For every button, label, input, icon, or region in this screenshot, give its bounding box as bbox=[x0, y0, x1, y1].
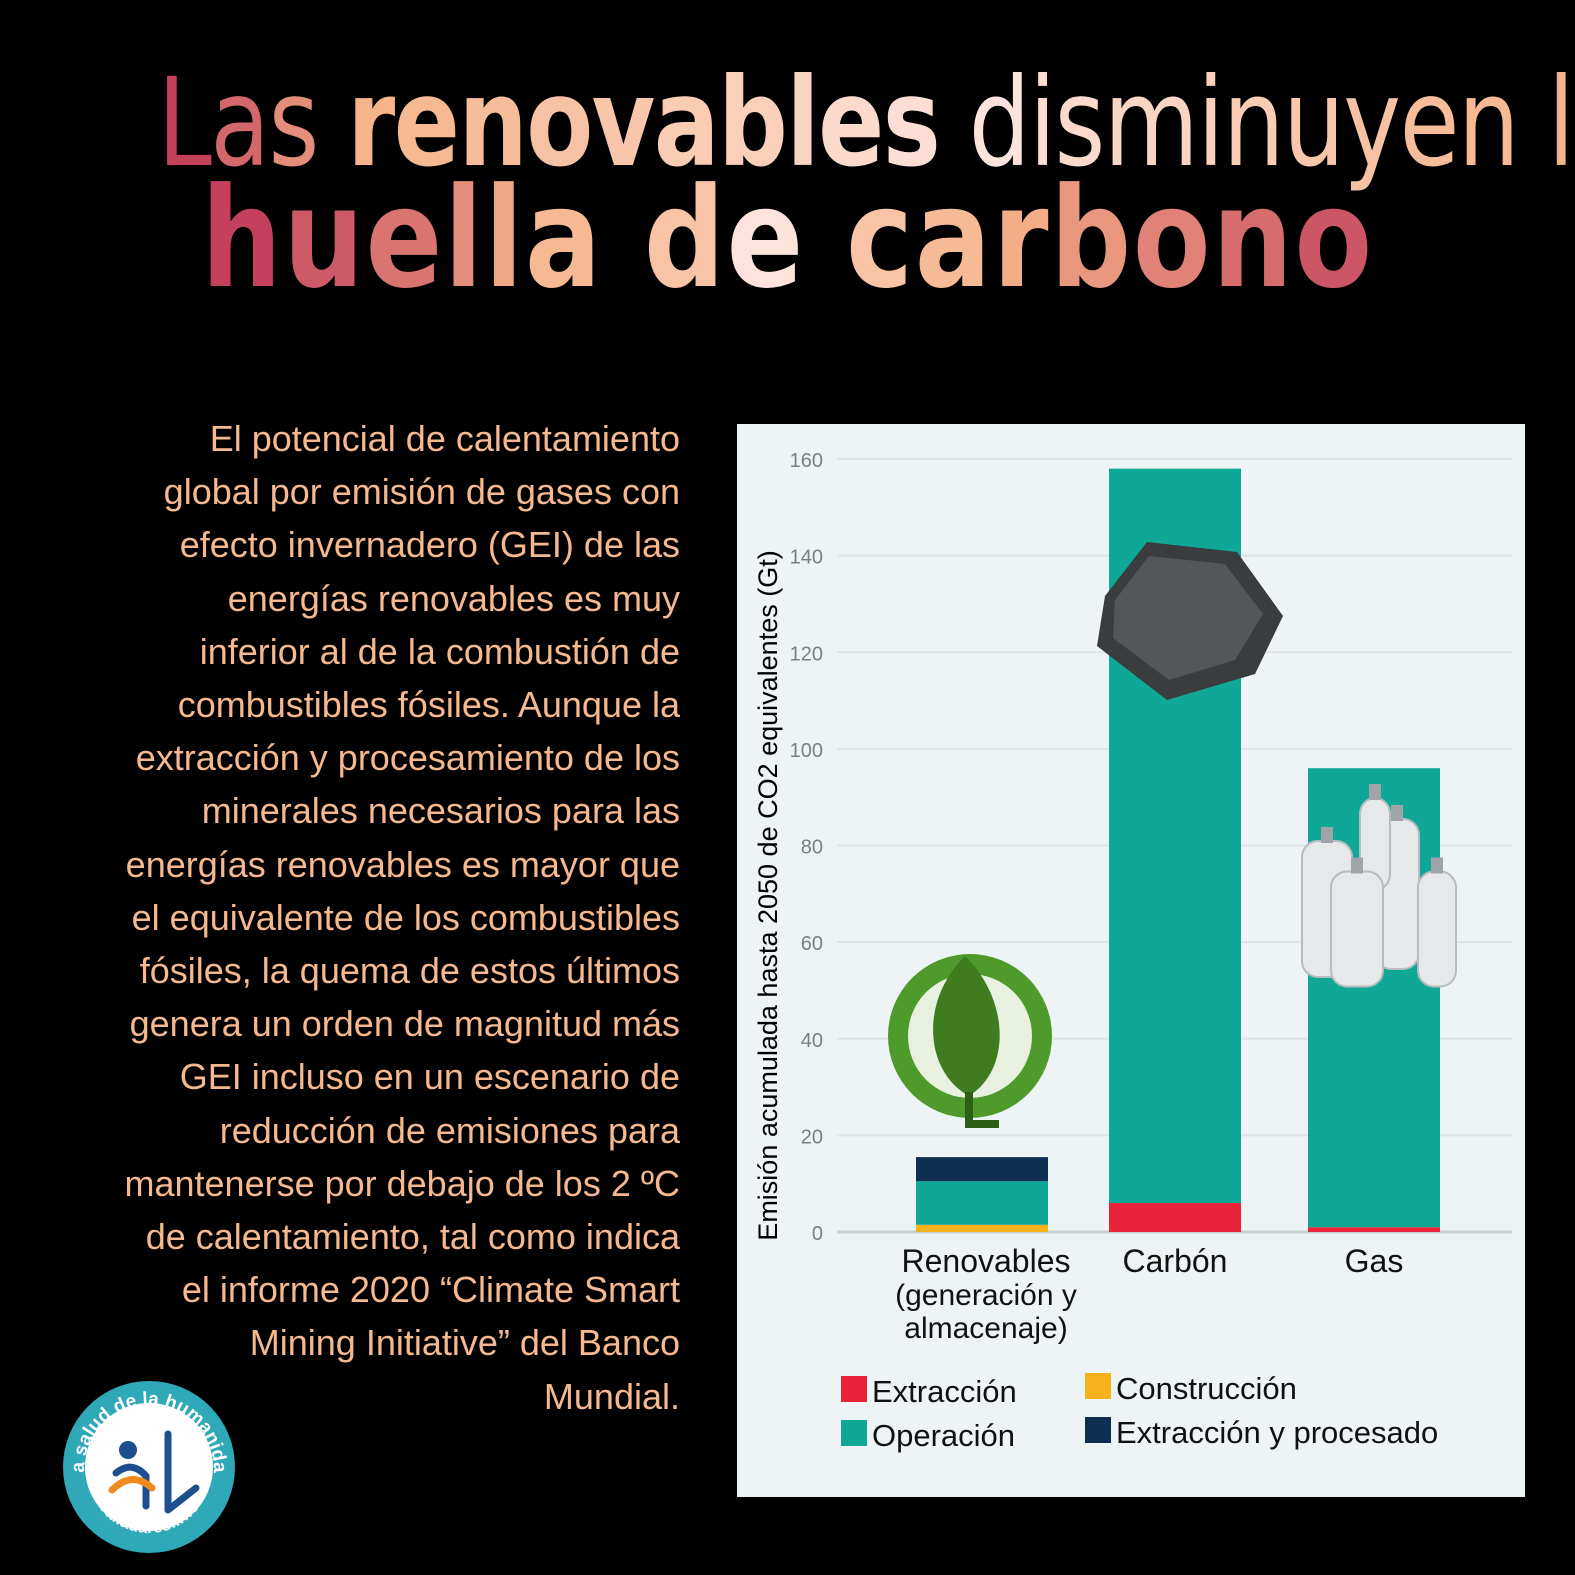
body-line: Mining Initiative” del Banco bbox=[249, 1322, 680, 1364]
title-line-2: huella de carbono bbox=[142, 170, 1434, 308]
body-line: energías renovables es mayor que bbox=[125, 843, 680, 885]
title-word: carbono bbox=[846, 158, 1374, 319]
legend-label: Extracción bbox=[872, 1374, 1017, 1409]
stacked-bar-chart: 0 20 40 60 80 100 120 140 160 Emisión acumulada h… bbox=[753, 450, 1512, 1453]
x-category-label: Carbón bbox=[1123, 1243, 1228, 1279]
gas-valve-icon bbox=[1391, 805, 1403, 821]
bar-segment bbox=[916, 1157, 1048, 1182]
body-line: el informe 2020 “Climate Smart bbox=[181, 1269, 680, 1311]
body-line: inferior al de la combustión de bbox=[199, 630, 680, 672]
logo-figure-head bbox=[119, 1441, 137, 1459]
gas-valve-icon bbox=[1321, 827, 1333, 843]
gas-cylinder-icon bbox=[1417, 870, 1457, 988]
leaf-icon bbox=[933, 956, 1000, 1096]
y-tick-label: 120 bbox=[790, 643, 823, 665]
x-category-label: Renovables bbox=[902, 1243, 1071, 1279]
body-line: minerales necesarios para las bbox=[201, 790, 680, 832]
body-paragraph: El potencial de calentamiento global por … bbox=[40, 412, 681, 1423]
body-line: de calentamiento, tal como indica bbox=[145, 1216, 680, 1258]
bar-segment bbox=[1308, 1227, 1440, 1232]
chart-panel: 0 20 40 60 80 100 120 140 160 Emisión acumulada h… bbox=[737, 424, 1525, 1497]
body-line: el equivalente de los combustibles bbox=[131, 896, 680, 938]
body-line: global por emisión de gases con bbox=[163, 471, 680, 513]
body-line: Mundial. bbox=[543, 1375, 680, 1417]
x-category-label: Gas bbox=[1345, 1243, 1404, 1279]
title-line-1: Las renovables disminuyen la bbox=[158, 62, 1575, 184]
logo-check-mark bbox=[164, 1430, 200, 1514]
body-line: efecto invernadero (GEI) de las bbox=[179, 524, 680, 566]
title-word: renovables bbox=[347, 52, 941, 194]
body-line: mantenerse por debajo de los 2 ºC bbox=[124, 1162, 681, 1204]
logo-figure-arm bbox=[108, 1476, 156, 1494]
gas-valve-icon bbox=[1369, 784, 1381, 800]
title-word: huella bbox=[201, 158, 603, 319]
body-line: GEI incluso en un escenario de bbox=[179, 1056, 680, 1098]
body-line: fósiles, la quema de estos últimos bbox=[139, 950, 680, 992]
y-tick-label: 20 bbox=[801, 1126, 823, 1148]
y-axis-label: Emisión acumulada hasta 2050 de CO2 equi… bbox=[753, 550, 783, 1240]
logo-figure-body bbox=[112, 1463, 150, 1510]
x-category-label: (generación y bbox=[895, 1279, 1077, 1312]
body-line: El potencial de calentamiento bbox=[209, 418, 680, 459]
title-word: disminuyen bbox=[968, 52, 1520, 194]
y-tick-label: 100 bbox=[790, 740, 823, 762]
y-tick-label: 60 bbox=[801, 933, 823, 955]
coal-rock-highlight bbox=[1113, 556, 1263, 680]
body-line: genera un orden de magnitud más bbox=[129, 1003, 680, 1045]
x-category-label: almacenaje) bbox=[904, 1312, 1067, 1345]
site-logo: La salud de la humanidad valladares.info bbox=[60, 1378, 235, 1553]
gas-valve-icon bbox=[1431, 857, 1443, 874]
body-line: combustibles fósiles. Aunque la bbox=[177, 684, 680, 726]
y-tick-label: 80 bbox=[801, 837, 823, 859]
bar-segment bbox=[916, 1224, 1048, 1232]
legend-swatch bbox=[1085, 1417, 1111, 1443]
gas-cylinder-icon bbox=[1330, 870, 1384, 988]
y-tick-label: 160 bbox=[790, 450, 823, 472]
legend-swatch bbox=[1085, 1373, 1111, 1399]
title-word: la bbox=[1547, 52, 1575, 194]
body-line: reducción de emisiones para bbox=[219, 1109, 680, 1151]
bar-segment bbox=[1109, 1203, 1241, 1232]
title-word: Las bbox=[157, 52, 320, 194]
y-tick-label: 140 bbox=[790, 547, 823, 569]
y-tick-label: 40 bbox=[801, 1030, 823, 1052]
body-line: energías renovables es muy bbox=[227, 577, 680, 619]
bar-segment bbox=[916, 1181, 1048, 1225]
legend-label: Construcción bbox=[1116, 1371, 1297, 1406]
legend-label: Operación bbox=[872, 1418, 1015, 1453]
body-line: extracción y procesamiento de los bbox=[135, 737, 680, 779]
legend-label: Extracción y procesado bbox=[1116, 1415, 1438, 1450]
plug-cord-icon bbox=[965, 1092, 999, 1128]
legend-swatch bbox=[841, 1420, 867, 1446]
title-word: de bbox=[643, 158, 805, 319]
y-tick-label: 0 bbox=[812, 1223, 823, 1245]
gas-valve-icon bbox=[1351, 857, 1363, 874]
legend-swatch bbox=[841, 1376, 867, 1402]
